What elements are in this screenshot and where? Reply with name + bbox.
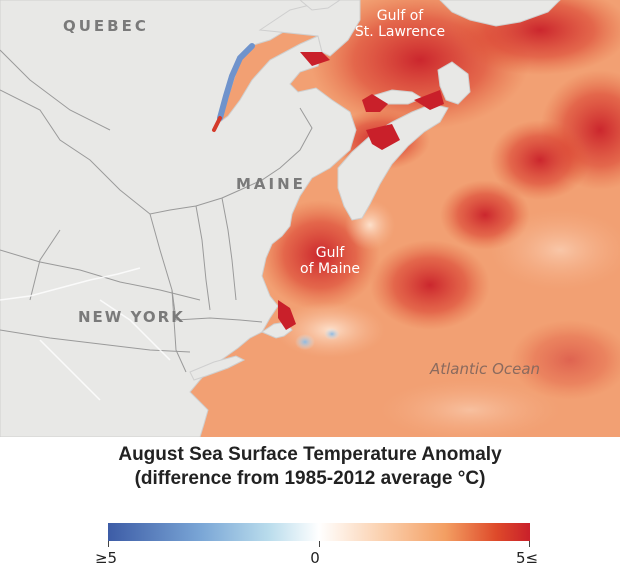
- gulf-of-maine-line1: Gulf: [315, 245, 345, 261]
- legend-title-line2: (difference from 1985-2012 average °C): [134, 467, 486, 489]
- legend-max-label: 5≤: [515, 549, 539, 567]
- political-borders: [0, 49, 313, 373]
- coastal-warm-fringe: [278, 52, 444, 330]
- legend-min-label: ≥5: [94, 549, 118, 567]
- legend: August Sea Surface Temperature Anomaly (…: [0, 437, 620, 567]
- cool-anomaly-patches: [295, 328, 340, 350]
- gulf-st-lawrence-line2: St. Lawrence: [354, 24, 446, 41]
- quebec-label: QUEBEC: [63, 17, 149, 35]
- legend-title-line1: August Sea Surface Temperature Anomaly: [118, 444, 502, 465]
- gulf-of-maine-label: Gulf of Maine: [280, 245, 380, 277]
- legend-tick-mid: [319, 541, 320, 547]
- gulf-st-lawrence-label: Gulf of St. Lawrence: [345, 8, 455, 40]
- legend-mid-label: 0: [310, 549, 320, 567]
- land: [0, 0, 561, 437]
- legend-title: August Sea Surface Temperature Anomaly (…: [0, 443, 620, 491]
- gulf-of-maine-line2: of Maine: [300, 261, 360, 278]
- maine-label: MAINE: [236, 175, 306, 193]
- sst-anomaly-map: QUEBEC MAINE NEW YORK Gulf of St. Lawren…: [0, 0, 620, 437]
- map-canvas: [0, 0, 620, 437]
- legend-color-scale: [108, 523, 530, 541]
- legend-tick-max: [529, 541, 530, 547]
- new-york-label: NEW YORK: [78, 308, 185, 326]
- st-lawrence-river: [217, 43, 255, 121]
- rivers: [0, 267, 171, 401]
- gulf-st-lawrence-line1: Gulf of: [376, 8, 424, 24]
- atlantic-ocean-label: Atlantic Ocean: [430, 360, 541, 378]
- legend-tick-min: [108, 541, 109, 547]
